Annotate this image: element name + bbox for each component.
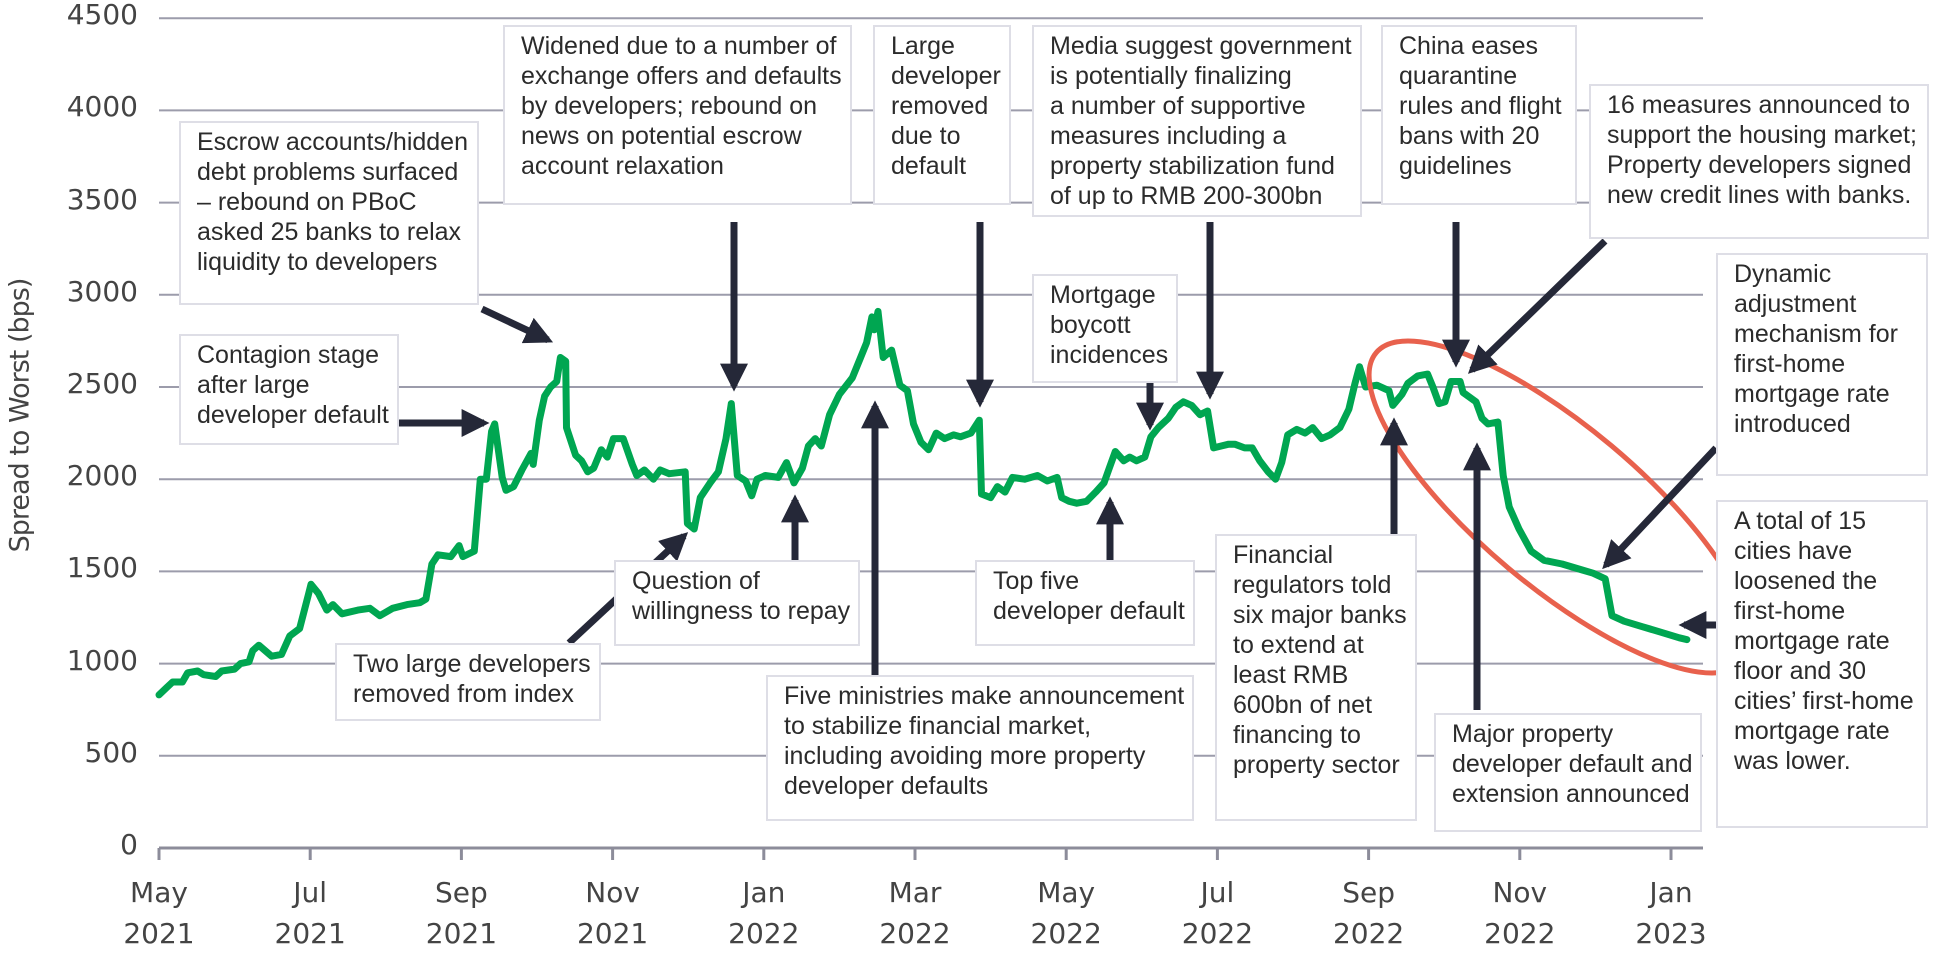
x-tick-label: Nov 2021 bbox=[576, 876, 649, 950]
annotation-financial-regulators: Financial regulators told six major bank… bbox=[1215, 534, 1417, 821]
y-tick-label: 4500 bbox=[66, 0, 138, 32]
y-axis-label: Spread to Worst (bps) bbox=[4, 278, 36, 553]
annotation-fifteen-cities: A total of 15 cities have loosened the f… bbox=[1716, 500, 1928, 828]
x-tick-label: Jul 2022 bbox=[1181, 876, 1254, 950]
annotation-mortgage-boycott: Mortgage boycott incidences bbox=[1032, 274, 1179, 383]
annotation-question: Question of willingness to repay bbox=[614, 560, 861, 646]
annotation-escrow: Escrow accounts/hidden debt problems sur… bbox=[179, 121, 479, 305]
x-tick-label: Sep 2022 bbox=[1332, 876, 1405, 950]
y-tick-label: 2000 bbox=[66, 459, 138, 493]
annotation-dynamic: Dynamic adjustment mechanism for first-h… bbox=[1716, 253, 1928, 476]
y-tick-label: 0 bbox=[120, 828, 138, 861]
y-tick-label: 1500 bbox=[66, 551, 138, 585]
y-tick-label: 2500 bbox=[66, 367, 138, 400]
x-tick-label: Nov 2022 bbox=[1484, 876, 1556, 950]
y-tick-label: 3500 bbox=[66, 182, 138, 216]
annotation-two-large: Two large developers removed from index bbox=[335, 643, 601, 721]
arrow-escrow bbox=[480, 305, 554, 344]
y-tick-label: 3000 bbox=[66, 274, 138, 308]
annotation-china-eases: China eases quarantine rules and flight … bbox=[1381, 25, 1577, 205]
x-tick-label: Sep 2021 bbox=[425, 876, 498, 950]
x-tick-label: Jan 2022 bbox=[728, 876, 800, 950]
y-tick-label: 4000 bbox=[66, 90, 138, 124]
annotation-five-ministries: Five ministries make announcement to sta… bbox=[766, 675, 1195, 821]
x-tick-label: Jul 2021 bbox=[274, 876, 346, 950]
annotation-media: Media suggest government is potentially … bbox=[1032, 25, 1362, 217]
y-tick-label: 500 bbox=[84, 735, 138, 769]
arrow-sixteen-measures bbox=[1467, 238, 1608, 374]
annotation-top-five: Top five developer default bbox=[975, 560, 1195, 646]
y-tick-label: 1000 bbox=[66, 643, 138, 677]
x-tick-label: May 2022 bbox=[1030, 876, 1102, 950]
x-tick-label: May 2021 bbox=[123, 876, 195, 950]
annotation-widened: Widened due to a number of exchange offe… bbox=[503, 25, 852, 205]
arrow-dynamic bbox=[1602, 445, 1719, 570]
annotation-large-dev-removed: Large developer removed due to default bbox=[873, 25, 1011, 205]
x-tick-label: Jan 2023 bbox=[1635, 876, 1707, 950]
x-tick-label: Mar 2022 bbox=[879, 876, 951, 950]
annotation-sixteen-measures: 16 measures announced to support the hou… bbox=[1589, 84, 1929, 239]
annotation-contagion: Contagion stage after large developer de… bbox=[179, 334, 399, 445]
annotation-major-property: Major property developer default and ext… bbox=[1434, 713, 1703, 832]
